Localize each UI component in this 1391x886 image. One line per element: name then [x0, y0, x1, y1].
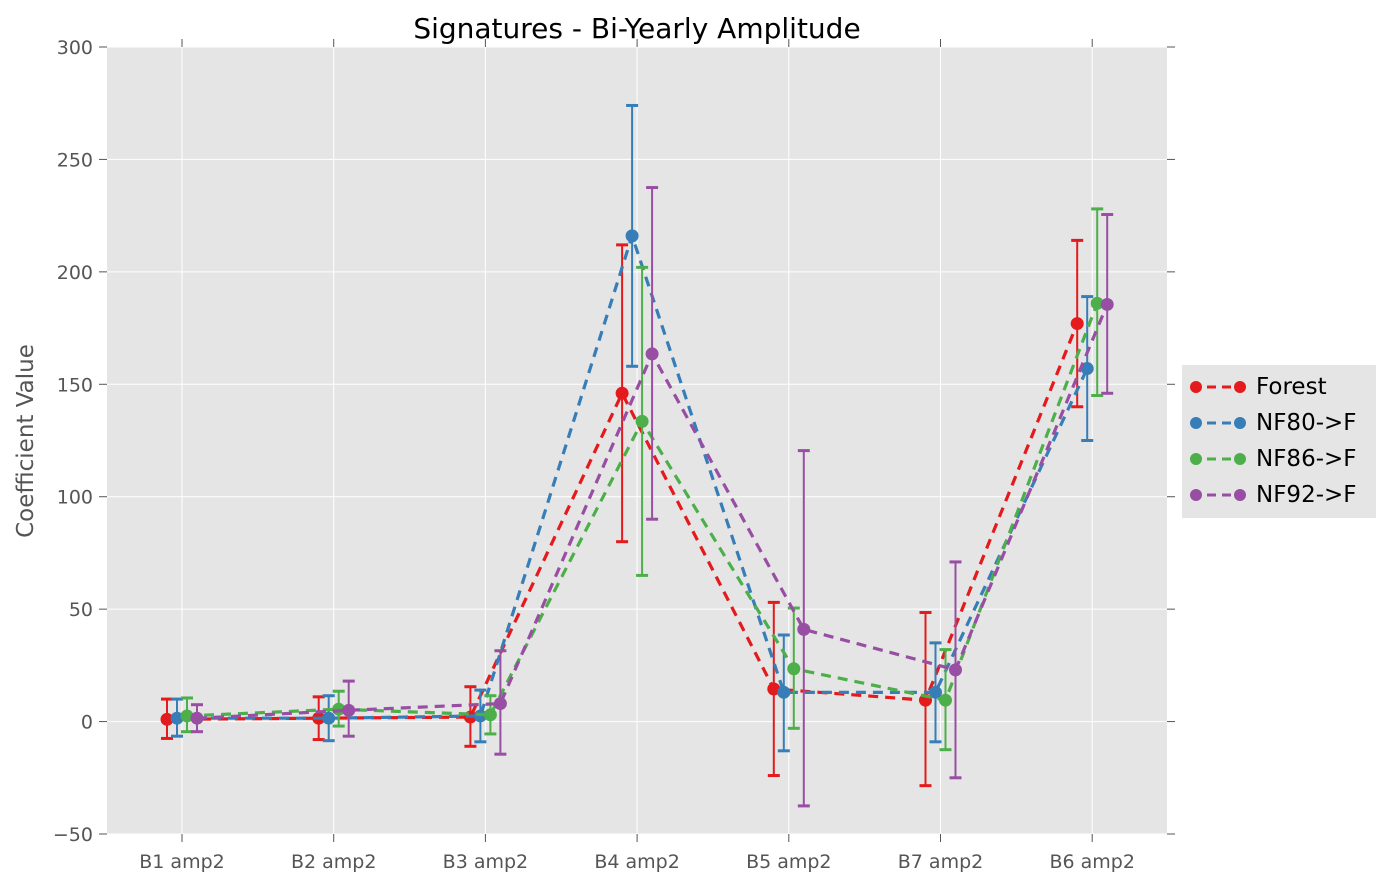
legend-swatch-nf80 [1190, 417, 1246, 429]
legend-item: NF92->F [1182, 477, 1376, 513]
data-point [1080, 362, 1094, 376]
legend-item: NF86->F [1182, 441, 1376, 477]
legend-label: NF80->F [1256, 410, 1357, 436]
data-point [625, 229, 639, 243]
data-point [787, 662, 801, 676]
data-point [483, 708, 497, 722]
y-tick-label: 250 [57, 149, 93, 171]
y-tick-label: 200 [57, 262, 93, 284]
legend-item: NF80->F [1182, 405, 1376, 441]
series-3 [190, 186, 1114, 808]
y-tick-label: 100 [57, 487, 93, 509]
x-tick-label: B2 amp2 [291, 851, 376, 873]
axes: 300 250 200 150 100 50 0 −50 B1 amp2 B2 amp2 B3 am… [53, 37, 1175, 873]
x-tick-label: B6 amp2 [1049, 851, 1134, 873]
x-tick-label: B1 amp2 [139, 851, 224, 873]
data-point [180, 709, 194, 723]
data-point [777, 685, 791, 699]
legend-swatch-nf86 [1190, 453, 1246, 465]
legend-label: Forest [1256, 374, 1327, 400]
legend-swatch-nf92 [1190, 489, 1246, 501]
data-point [1070, 317, 1084, 331]
data-point [160, 712, 174, 726]
series-layer [160, 103, 1114, 808]
data-point [1100, 297, 1114, 311]
x-tick-label: B5 amp2 [746, 851, 831, 873]
data-point [767, 682, 781, 696]
y-tick-label: 150 [57, 374, 93, 396]
y-axis-label: Coefficient Value [13, 344, 39, 538]
data-point [1090, 296, 1104, 310]
data-point [615, 386, 629, 400]
legend-label: NF86->F [1256, 446, 1357, 472]
data-point [170, 711, 184, 725]
data-point [190, 711, 204, 725]
data-point [939, 693, 952, 707]
series-2 [180, 207, 1104, 752]
y-tick-label: 300 [57, 37, 93, 59]
data-point [645, 347, 659, 361]
legend-item: Forest [1182, 369, 1376, 405]
data-point [929, 685, 942, 699]
data-point [342, 703, 356, 717]
data-point [322, 711, 336, 725]
data-point [949, 663, 962, 677]
data-point [493, 697, 507, 711]
x-tick-label: B4 amp2 [594, 851, 679, 873]
legend-swatch-forest [1190, 381, 1246, 393]
legend-label: NF92->F [1256, 482, 1357, 508]
y-tick-label: 0 [81, 712, 93, 734]
y-tick-label: −50 [53, 824, 93, 846]
data-point [797, 622, 811, 636]
data-point [635, 414, 649, 428]
legend: Forest NF80->F NF86->F NF92->F [1182, 365, 1376, 518]
x-tick-label: B7 amp2 [898, 851, 983, 873]
x-tick-label: B3 amp2 [443, 851, 528, 873]
y-tick-label: 50 [69, 599, 93, 621]
